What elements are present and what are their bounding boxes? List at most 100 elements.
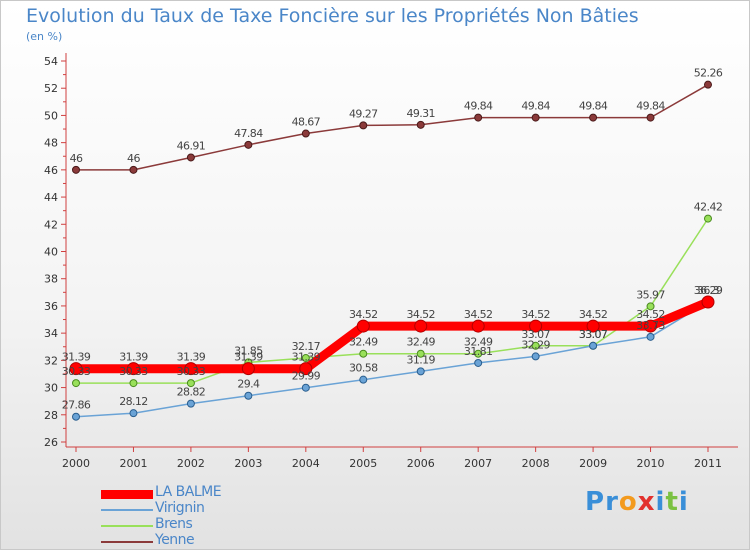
data-label: 31.39 bbox=[119, 351, 148, 364]
data-point bbox=[241, 362, 255, 376]
data-point bbox=[69, 362, 83, 376]
data-point bbox=[356, 319, 370, 333]
x-tick-label: 2004 bbox=[292, 457, 320, 470]
data-label: 31.85 bbox=[234, 344, 263, 357]
data-label: 49.27 bbox=[349, 107, 378, 120]
logo-letter: i bbox=[655, 487, 666, 517]
logo-letter: x bbox=[637, 487, 656, 517]
data-label: 31.39 bbox=[234, 351, 263, 364]
data-label: 31.39 bbox=[62, 351, 91, 364]
data-point bbox=[414, 319, 428, 333]
y-tick-label: 34 bbox=[44, 327, 58, 340]
legend-swatch bbox=[101, 541, 153, 543]
data-label: 31.19 bbox=[406, 353, 435, 366]
data-point bbox=[72, 165, 80, 174]
data-point bbox=[531, 113, 540, 122]
logo-letter: t bbox=[665, 487, 679, 517]
legend-item-yenne: Yenne bbox=[101, 532, 341, 550]
data-point bbox=[586, 319, 600, 333]
logo-letter: o bbox=[618, 487, 638, 517]
data-point bbox=[646, 302, 655, 311]
y-tick-label: 40 bbox=[44, 246, 58, 259]
data-label: 49.84 bbox=[579, 100, 608, 113]
x-tick-label: 2009 bbox=[579, 457, 607, 470]
data-label: 34.52 bbox=[579, 308, 608, 321]
data-label: 30.33 bbox=[62, 365, 91, 378]
chart-legend: LA BALME Virignin Brens Yenne bbox=[101, 484, 341, 550]
data-point bbox=[416, 349, 425, 358]
data-label: 52.26 bbox=[694, 67, 723, 80]
data-point bbox=[589, 113, 598, 122]
y-tick-label: 54 bbox=[44, 55, 58, 68]
y-tick-label: 50 bbox=[44, 109, 58, 122]
data-label: 36.29 bbox=[694, 284, 723, 297]
data-label: 33.07 bbox=[579, 328, 608, 341]
data-label: 28.82 bbox=[177, 386, 206, 399]
data-point bbox=[186, 379, 195, 388]
data-label: 33.73 bbox=[636, 319, 665, 332]
data-label: 29.99 bbox=[292, 370, 321, 383]
data-label: 31.81 bbox=[464, 345, 493, 358]
data-point bbox=[704, 80, 712, 89]
data-point bbox=[186, 153, 195, 162]
x-tick-label: 2010 bbox=[637, 457, 665, 470]
x-tick-label: 2008 bbox=[522, 457, 550, 470]
data-label: 32.17 bbox=[292, 340, 321, 353]
data-point bbox=[129, 409, 138, 418]
data-point bbox=[301, 383, 310, 392]
legend-label: Yenne bbox=[155, 532, 195, 548]
series-la-balme bbox=[69, 295, 715, 376]
data-label: 35.97 bbox=[636, 288, 665, 301]
legend-swatch bbox=[101, 509, 153, 511]
data-label: 31.39 bbox=[177, 351, 206, 364]
y-tick-label: 44 bbox=[44, 191, 58, 204]
data-point bbox=[531, 341, 540, 350]
data-point bbox=[474, 349, 483, 358]
y-tick-label: 42 bbox=[44, 218, 58, 231]
legend-swatch bbox=[101, 525, 153, 527]
data-label: 34.52 bbox=[636, 308, 665, 321]
y-tick-label: 48 bbox=[44, 137, 58, 150]
proxiti-logo: Proxiti bbox=[585, 487, 689, 517]
data-point bbox=[244, 391, 253, 400]
data-label: 27.86 bbox=[62, 399, 91, 412]
x-tick-label: 2003 bbox=[234, 457, 262, 470]
data-point bbox=[416, 367, 425, 376]
data-point bbox=[529, 319, 543, 333]
data-point bbox=[359, 375, 368, 384]
legend-label: LA BALME bbox=[155, 484, 222, 500]
data-point bbox=[416, 120, 425, 129]
data-label: 47.84 bbox=[234, 127, 263, 140]
logo-letter: P bbox=[585, 487, 606, 517]
data-label: 29.4 bbox=[237, 378, 260, 391]
data-label: 31.39 bbox=[292, 351, 321, 364]
data-point bbox=[186, 399, 195, 408]
data-label: 46.91 bbox=[177, 139, 206, 152]
data-point bbox=[471, 319, 485, 333]
data-point bbox=[531, 352, 540, 361]
legend-item-brens: Brens bbox=[101, 516, 341, 534]
series-virignin bbox=[72, 297, 712, 421]
data-label: 46 bbox=[70, 152, 83, 165]
data-point bbox=[129, 165, 138, 174]
x-tick-label: 2000 bbox=[62, 457, 90, 470]
legend-item-virignin: Virignin bbox=[101, 500, 341, 518]
data-point bbox=[129, 379, 138, 388]
data-label: 32.49 bbox=[406, 336, 435, 349]
data-label: 34.52 bbox=[464, 308, 493, 321]
data-label: 49.31 bbox=[406, 107, 435, 120]
data-label: 49.84 bbox=[636, 100, 665, 113]
data-label: 30.33 bbox=[177, 365, 206, 378]
data-label: 32.49 bbox=[349, 336, 378, 349]
y-tick-label: 52 bbox=[44, 82, 58, 95]
data-label: 32.29 bbox=[521, 338, 550, 351]
data-point bbox=[126, 362, 140, 376]
data-label: 34.52 bbox=[521, 308, 550, 321]
y-tick-label: 38 bbox=[44, 273, 58, 286]
data-label: 34.52 bbox=[349, 308, 378, 321]
y-tick-label: 26 bbox=[44, 436, 58, 449]
y-tick-label: 30 bbox=[44, 382, 58, 395]
data-point bbox=[359, 349, 368, 358]
series-line bbox=[75, 217, 709, 384]
